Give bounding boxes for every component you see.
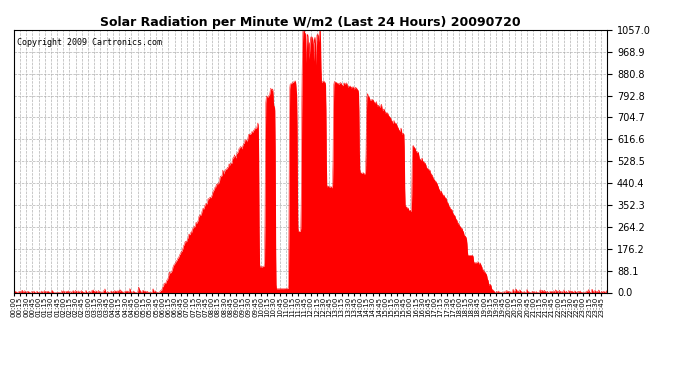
Title: Solar Radiation per Minute W/m2 (Last 24 Hours) 20090720: Solar Radiation per Minute W/m2 (Last 24… <box>100 16 521 29</box>
Text: Copyright 2009 Cartronics.com: Copyright 2009 Cartronics.com <box>17 38 161 47</box>
